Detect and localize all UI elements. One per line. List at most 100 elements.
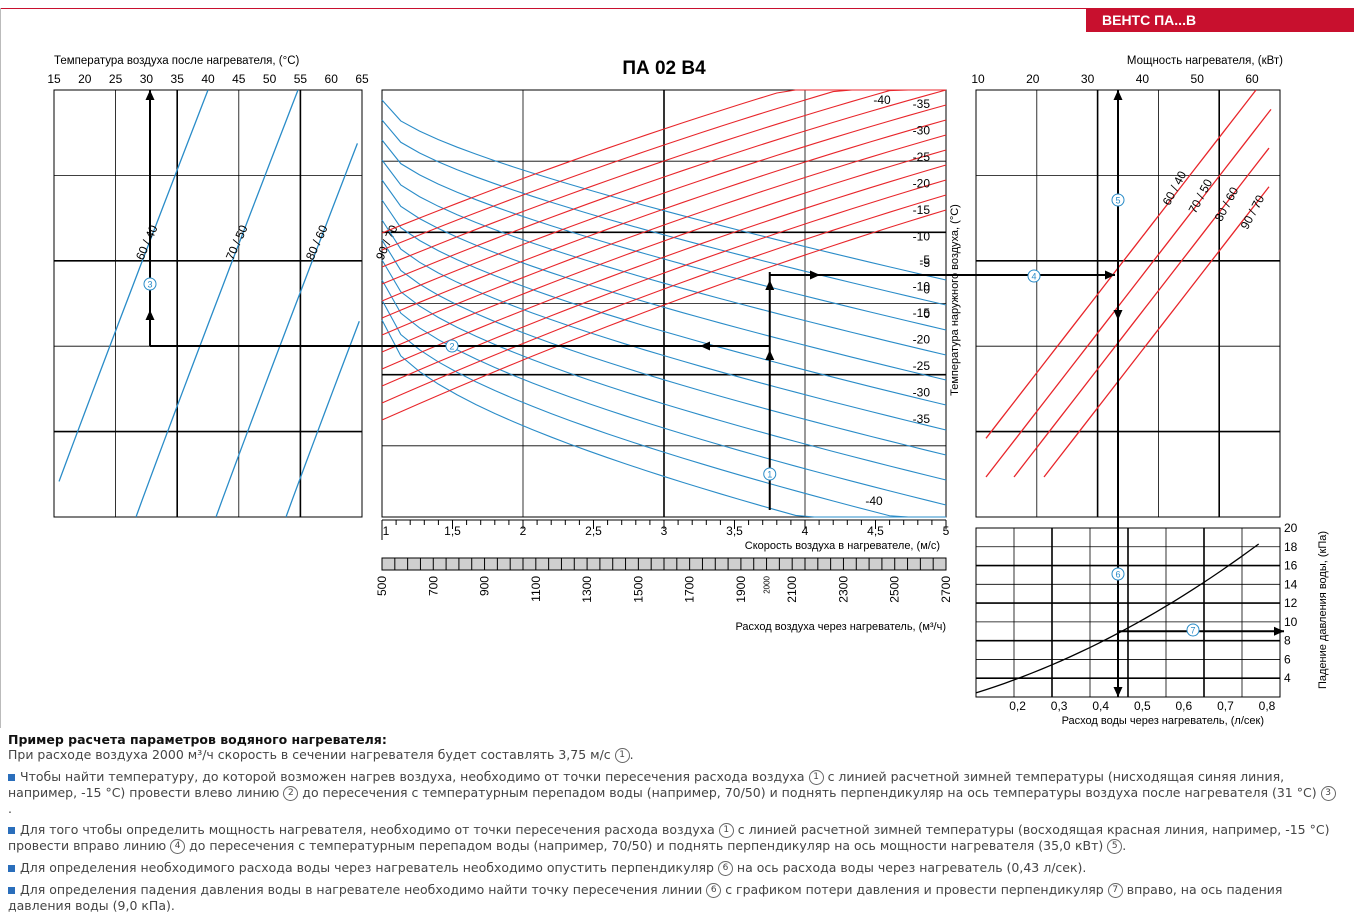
marker-3-circle <box>143 277 157 291</box>
pressure-ytick: 12 <box>1284 596 1298 610</box>
right-title: Мощность нагревателя, (кВт) <box>1127 55 1283 67</box>
main-title: ПА 02 В4 <box>622 58 706 79</box>
flow-tick: 2700 <box>939 576 953 603</box>
right-tick: 20 <box>1026 72 1040 86</box>
right-series-label: 60 / 40 <box>1160 168 1190 207</box>
speed-tick: 5 <box>943 524 950 538</box>
right-grid-border <box>975 89 1281 518</box>
left-curve <box>135 89 299 518</box>
pressure-ylabel: Падение давления воды, (кПа) <box>1317 531 1329 689</box>
flow-tick: 1700 <box>683 576 697 603</box>
flow-tick: 2100 <box>785 576 799 603</box>
flow-tick: 1900 <box>734 576 748 603</box>
left-rule <box>0 8 1 728</box>
center-blue-curve <box>381 239 947 456</box>
speed-tick: 2,5 <box>585 524 602 538</box>
pressure-ytick: 18 <box>1284 540 1298 554</box>
left-series-label: 60 / 40 <box>133 223 161 263</box>
pressure-xlabel: Расход воды через нагреватель, (л/сек) <box>1062 715 1264 727</box>
path-step4-head-head <box>1105 270 1115 280</box>
center-lower-tick: -30 <box>913 386 931 400</box>
path-step1-up-head <box>765 350 775 360</box>
marker-5-circle <box>1111 193 1125 207</box>
center-upper-tick: -30 <box>913 124 931 138</box>
left-curve <box>285 321 360 518</box>
left-tick: 45 <box>232 72 246 86</box>
left-title: Температура воздуха после нагревателя, (… <box>54 55 300 67</box>
center-label-bottom: -40 <box>865 494 883 508</box>
left-curve <box>215 143 359 518</box>
series-badge: ВЕНТС ПА...В <box>1086 8 1354 32</box>
right-tick: 60 <box>1245 72 1259 86</box>
center-red-curve <box>381 89 946 234</box>
left-tick: 60 <box>325 72 339 86</box>
center-blue-curve <box>381 279 947 506</box>
marker-4: 4 <box>1031 272 1036 282</box>
path-step4-right-head <box>810 270 820 280</box>
left-tick: 15 <box>47 72 61 86</box>
path-step3-up2-head <box>145 90 155 100</box>
marker-3: 3 <box>147 280 152 290</box>
center-blue-curve <box>381 299 946 518</box>
pressure-ytick: 6 <box>1284 652 1291 666</box>
center-blue-curve <box>381 99 947 281</box>
example-p4: Для определения необходимого расхода вод… <box>8 860 1338 876</box>
speed-tick: 1 <box>383 524 390 538</box>
right-curve <box>985 108 1272 478</box>
center-blue-curve <box>381 119 947 306</box>
right-series-label: 70 / 50 <box>1186 176 1216 215</box>
example-p1: При расходе воздуха 2000 м³/ч скорость в… <box>8 747 634 763</box>
path-step7-head-head <box>1274 626 1284 636</box>
right-curve <box>1013 147 1270 478</box>
center-red-curve <box>381 194 947 404</box>
pressure-xtick: 0,5 <box>1134 699 1151 713</box>
right-tick: 30 <box>1081 72 1095 86</box>
pressure-ytick: 20 <box>1284 521 1298 535</box>
example-p5: Для определения падения давления воды в … <box>8 882 1283 913</box>
marker-2: 2 <box>449 342 454 352</box>
marker-1: 1 <box>767 470 772 480</box>
speed-tick: 4,5 <box>867 524 884 538</box>
flow-marker: 2000 <box>763 575 772 593</box>
path-step2-left-head <box>700 341 710 351</box>
example-p3: Для того чтобы определить мощность нагре… <box>8 822 1330 854</box>
left-tick: 55 <box>294 72 308 86</box>
example-p2: Чтобы найти температуру, до которой возм… <box>8 769 1338 816</box>
center-blue-curve <box>381 179 947 381</box>
center-upper-tick: -10 <box>913 230 931 244</box>
pressure-ytick: 4 <box>1284 671 1291 685</box>
left-tick: 25 <box>109 72 123 86</box>
marker-4-circle <box>1027 269 1041 283</box>
center-red-curve <box>381 89 946 268</box>
center-blue-curve <box>381 159 947 356</box>
marker-7-circle <box>1186 623 1200 637</box>
speed-xlabel: Скорость воздуха в нагревателе, (м/с) <box>745 540 940 552</box>
marker-6: 6 <box>1115 570 1120 580</box>
center-ylabel: Температура наружного воздуха, (°С) <box>949 204 961 396</box>
right-tick: 10 <box>971 72 985 86</box>
center-upper-tick: -20 <box>913 177 931 191</box>
marker-1-circle <box>763 467 777 481</box>
center-lower-tick: -15 <box>913 306 931 320</box>
path-step1-up2-head <box>765 280 775 290</box>
pressure-ytick: 14 <box>1284 577 1298 591</box>
flow-tick: 2300 <box>836 576 850 603</box>
center-upper-tick: -5 <box>919 256 930 270</box>
speed-tick: 1,5 <box>444 524 461 538</box>
left-tick: 65 <box>355 72 369 86</box>
nomogram-chart: Температура воздуха после нагревателя, (… <box>47 55 1329 727</box>
center-label-top: -40 <box>873 93 891 107</box>
example-text: Пример расчета параметров водяного нагре… <box>8 732 1338 913</box>
center-red-curve <box>381 149 947 353</box>
left-series-label: 70 / 50 <box>223 223 251 263</box>
center-blue-curve <box>381 219 947 431</box>
flow-label: Расход воздуха через нагреватель, (м³/ч) <box>735 621 946 633</box>
marker-7: 7 <box>1190 626 1195 636</box>
marker-5: 5 <box>1115 196 1120 206</box>
center-lower-tick: -25 <box>913 359 931 373</box>
center-blue-curve <box>381 319 946 518</box>
right-tick: 50 <box>1191 72 1205 86</box>
path-step5-up-head <box>1113 90 1123 100</box>
center-red-curve <box>381 134 947 336</box>
center-upper-tick: -25 <box>913 150 931 164</box>
